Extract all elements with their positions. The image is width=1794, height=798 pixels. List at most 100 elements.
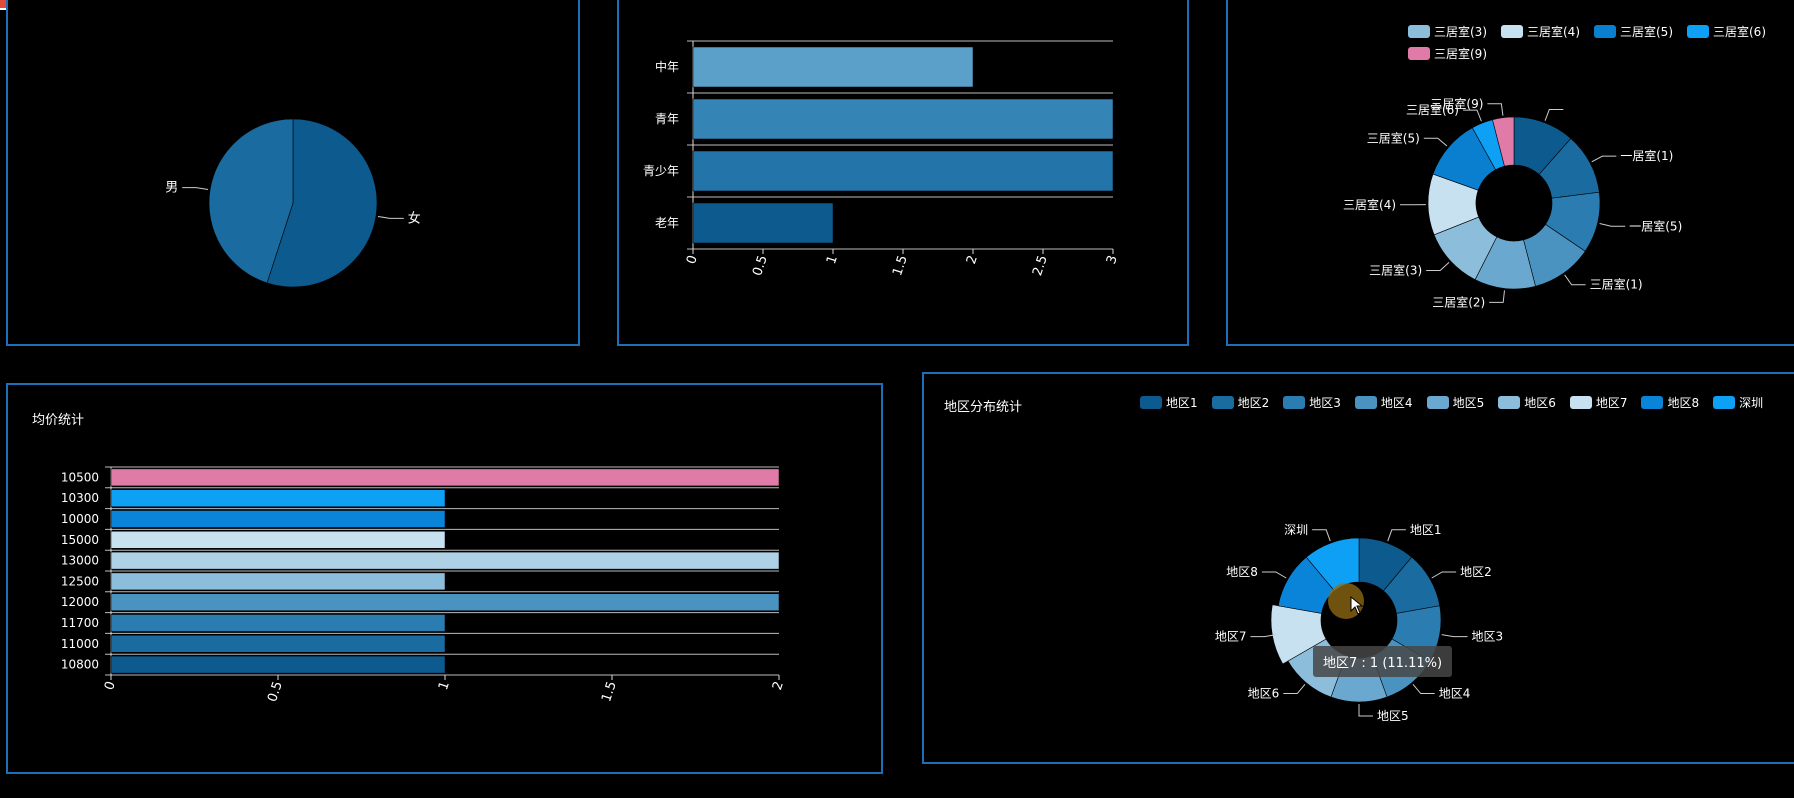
bar[interactable] [110,551,780,570]
category-label: 10800 [61,658,99,672]
legend-item[interactable]: 地区7 [1569,391,1628,413]
region-legend: 地区1 地区2 地区3 地区4 地区5 地区6 地区7 地区8 深圳 [1140,391,1794,413]
x-tick-label: 0.5 [750,254,771,278]
legend-swatch [1641,395,1664,409]
legend-item[interactable]: 三居室(9) [1408,42,1487,64]
pie-leader-line [1599,222,1626,227]
category-label: 10500 [61,470,99,484]
legend-item[interactable]: 地区2 [1211,391,1269,413]
legend-item[interactable]: 地区5 [1426,391,1485,413]
region-donut-chart: 地区1 地区2 地区3 地区4 地区5 地区6 地区7 地区8 深圳 [1215,523,1503,723]
legend-label: 三居室(3) [1434,24,1487,39]
gender-pie-panel: 女男 [6,0,580,346]
x-tick-label: 0 [102,680,119,693]
bar[interactable] [110,635,446,653]
legend-item[interactable]: 地区3 [1283,391,1341,413]
x-tick-label: 1 [436,680,453,693]
bar[interactable] [110,489,446,507]
pie-label: 地区2 [1460,565,1492,579]
pie-leader-line [1312,529,1331,542]
category-label: 老年 [655,216,679,230]
bar[interactable] [110,655,446,674]
pie-leader-line [1261,571,1287,579]
room-donut-panel: 三居室(3) 三居室(4) 三居室(5) 三居室(6) 三居室(9) 一居室(1) 一居室… [1226,0,1794,346]
legend-item[interactable]: 地区8 [1641,391,1699,413]
legend-label: 地区4 [1380,395,1413,410]
pie-label: 地区8 [1226,565,1258,579]
pie-leader-line [1489,290,1505,303]
pie-leader-line [1462,109,1482,122]
legend-label: 地区6 [1524,395,1556,410]
pie-slice[interactable] [208,118,294,284]
pie-label: 三居室(4) [1343,197,1396,212]
category-label: 11700 [61,616,99,630]
pie-label: 男 [165,181,178,196]
pie-slice[interactable] [1492,116,1515,167]
pie-label: 三居室(5) [1367,130,1420,145]
pie-label: 深圳 [1284,523,1308,537]
legend-item[interactable]: 地区1 [1140,391,1198,413]
pie-label: 三居室(1) [1590,277,1643,292]
legend-item[interactable]: 地区4 [1354,391,1413,413]
pie-label: 一居室(5) [1629,218,1682,233]
legend-swatch [1408,46,1430,60]
legend-item[interactable]: 三居室(3) [1408,20,1487,42]
region-title: 地区分布统计 [944,400,1023,415]
bar[interactable] [692,150,1114,192]
bar[interactable] [110,593,780,611]
pie-leader-line [377,215,404,219]
category-label: 12000 [61,595,99,609]
bar[interactable] [692,98,1114,140]
pie-leader-line [1412,684,1435,695]
category-label: 11000 [61,637,99,651]
bar[interactable] [110,468,780,487]
bar[interactable] [110,572,446,591]
pie-slice[interactable] [1270,604,1327,665]
pie-label: 地区5 [1377,709,1409,723]
room-legend: 三居室(3) 三居室(4) 三居室(5) 三居室(6) 三居室(9) [1408,20,1794,64]
legend-item[interactable]: 三居室(4) [1501,20,1580,42]
legend-item[interactable]: 三居室(6) [1687,20,1766,42]
x-tick-label: 1.5 [599,680,620,704]
legend-swatch [1594,24,1616,38]
room-donut-chart: 一居室(1) 一居室(5) 三居室(1) 三居室(2) 三居室(3) 三居室(4) 三居室(… [1343,96,1682,310]
legend-label: 地区3 [1309,395,1341,410]
category-label: 青年 [655,112,679,126]
bar[interactable] [110,531,446,549]
legend-swatch [1501,24,1523,38]
legend-swatch [1211,395,1234,409]
bar[interactable] [692,46,974,88]
category-label: 12500 [61,574,99,588]
pie-leader-line [1431,571,1457,579]
pie-leader-line [1283,684,1306,695]
legend-label: 地区1 [1166,395,1198,410]
mouse-cursor-icon [1350,595,1364,615]
pie-label: 地区7 [1215,630,1247,644]
x-tick-label: 3 [1104,254,1121,267]
legend-swatch [1408,24,1430,38]
legend-item[interactable]: 三居室(5) [1594,20,1673,42]
pie-label: 一居室(1) [1620,148,1673,163]
region-tooltip: 地区7 : 1 (11.11%) [1313,646,1453,677]
category-label: 15000 [61,533,99,547]
legend-item[interactable]: 深圳 [1713,391,1763,413]
legend-swatch [1498,395,1521,409]
bar[interactable] [110,614,446,632]
x-tick-label: 1 [824,254,841,267]
pie-leader-line [1358,704,1373,717]
bar[interactable] [110,510,446,528]
legend-label: 地区5 [1452,395,1485,410]
pie-leader-line [1487,103,1504,116]
avg-price-title: 均价统计 [32,413,85,428]
legend-label: 地区8 [1667,395,1700,410]
pie-label: 三居室(3) [1369,262,1422,277]
pie-leader-line [1591,155,1617,163]
pie-slice[interactable] [266,118,378,288]
bar[interactable] [692,202,834,244]
legend-item[interactable]: 地区6 [1498,391,1556,413]
legend-swatch [1687,24,1709,38]
legend-label: 地区7 [1595,395,1628,410]
pie-leader-line [1564,274,1586,286]
pie-label: 女 [408,210,421,226]
